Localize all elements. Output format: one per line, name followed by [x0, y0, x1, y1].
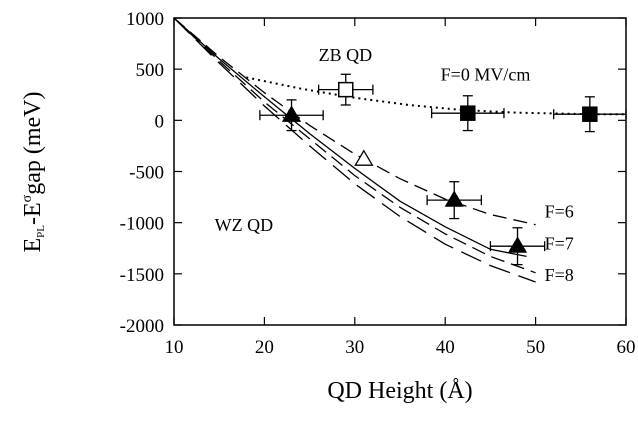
dashed-line-series [173, 17, 536, 274]
y-tick-label: -500 [129, 163, 164, 184]
annotation-wz: WZ QD [215, 215, 273, 235]
open-square-marker [338, 81, 354, 98]
y-axis-title-main: E [20, 238, 46, 253]
data-point [430, 95, 505, 132]
y-axis-title: EPL-Eσgap (meV) [20, 91, 47, 252]
data-point [354, 149, 374, 166]
y-tick-label: 500 [136, 60, 165, 81]
data-point [317, 73, 374, 106]
y-tick-label: 1000 [126, 9, 164, 30]
annotation-f0: F=0 MV/cm [441, 64, 531, 84]
data-point [489, 227, 546, 266]
long-dashed-line-series [173, 17, 536, 283]
y-tick-label: -2000 [120, 316, 164, 337]
annotation-f7: F=7 [545, 233, 574, 253]
y-axis-title-sub: PL [35, 225, 47, 238]
dotted-line-series [246, 76, 626, 116]
x-tick-label: 30 [345, 337, 364, 358]
axis-ticks: 10 20 30 40 50 60 1000 500 0 -500 -1000 -1500 -2000 [120, 9, 636, 358]
y-tick-label: -1500 [120, 265, 164, 286]
annotation-zb: ZB QD [319, 45, 373, 65]
dashed-line-series [173, 17, 536, 226]
solid-line-series [173, 17, 527, 258]
annotation-f6: F=6 [545, 202, 574, 222]
y-tick-label: -1000 [120, 214, 164, 235]
data-point [553, 96, 627, 133]
open-triangle-marker [354, 149, 374, 166]
filled-triangle-marker [507, 236, 528, 253]
x-tick-label: 50 [526, 337, 545, 358]
x-axis-title: QD Height (Å) [327, 378, 472, 404]
filled-triangle-marker [444, 190, 464, 207]
data-point [426, 181, 483, 220]
filled-square-marker [460, 105, 476, 121]
x-tick-label: 40 [436, 337, 455, 358]
x-tick-label: 20 [255, 337, 274, 358]
filled-square-marker [582, 106, 598, 122]
x-tick-label: 10 [165, 337, 184, 358]
y-tick-label: 0 [155, 111, 165, 132]
x-tick-label: 60 [617, 337, 636, 358]
y-axis-title-tail: gap (meV) [20, 91, 46, 194]
annotation-f8: F=8 [545, 265, 574, 285]
data-point [259, 99, 324, 132]
plot-area: ZB QD F=0 MV/cm WZ QD F=6 F=7 F=8 [173, 17, 627, 285]
y-axis-title-mid: -E [20, 202, 46, 225]
y-axis-title-sup: σ [20, 194, 35, 202]
filled-triangle-marker [281, 105, 302, 122]
